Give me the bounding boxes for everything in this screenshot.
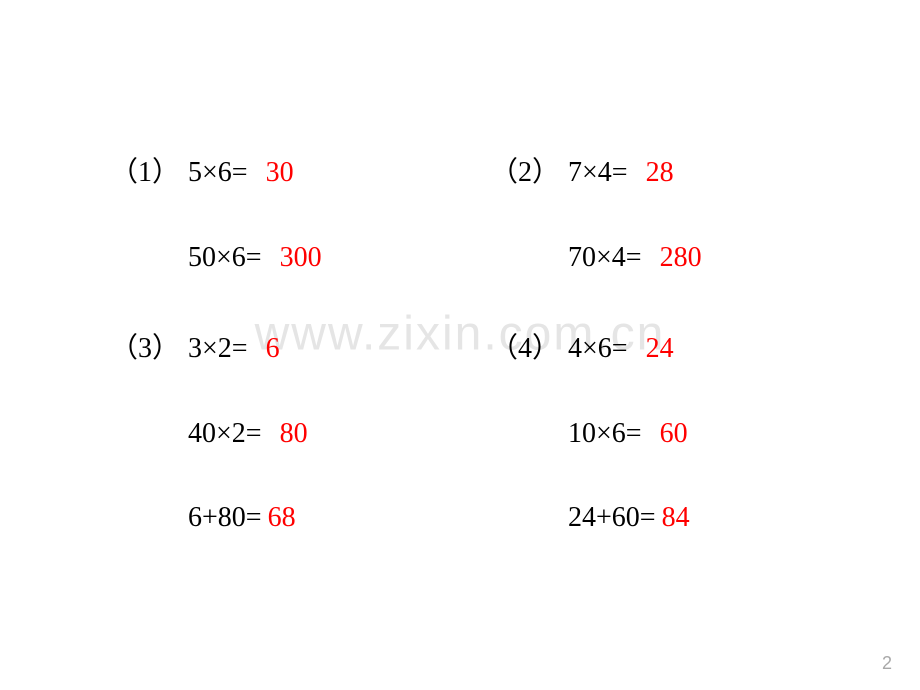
equation-cell: 10×6= 60: [490, 418, 830, 450]
answer: 6: [266, 333, 280, 365]
equation-cell: 40×2= 80: [110, 418, 490, 450]
equation-cell: （4） 4×6= 24: [490, 326, 830, 366]
equation-cell: （1） 5×6= 30: [110, 150, 490, 190]
equation-row: 6+80= 68 24+60= 84: [110, 502, 920, 534]
expression: 70×4=: [568, 242, 642, 274]
equation-row: 50×6= 300 70×4= 280: [110, 242, 920, 274]
equation-cell: （2） 7×4= 28: [490, 150, 830, 190]
expression: 4×6=: [568, 333, 628, 365]
group-label: （2）: [490, 150, 568, 190]
answer: 300: [280, 242, 322, 274]
equation-row: （1） 5×6= 30 （2） 7×4= 28: [110, 150, 920, 190]
expression: 6+80=: [188, 502, 262, 534]
answer: 30: [266, 157, 294, 189]
expression: 40×2=: [188, 418, 262, 450]
answer: 80: [280, 418, 308, 450]
equations-content: （1） 5×6= 30 （2） 7×4= 28 50×6= 300 70×4=: [0, 0, 920, 534]
expression: 7×4=: [568, 157, 628, 189]
expression: 5×6=: [188, 157, 248, 189]
expression: 50×6=: [188, 242, 262, 274]
equation-cell: 6+80= 68: [110, 502, 490, 534]
equation-row: （3） 3×2= 6 （4） 4×6= 24: [110, 326, 920, 366]
answer: 24: [646, 333, 674, 365]
expression: 3×2=: [188, 333, 248, 365]
page-number: 2: [882, 653, 892, 674]
expression: 10×6=: [568, 418, 642, 450]
answer: 280: [660, 242, 702, 274]
group-label: （3）: [110, 326, 188, 366]
answer: 60: [660, 418, 688, 450]
equation-row: 40×2= 80 10×6= 60: [110, 418, 920, 450]
expression: 24+60=: [568, 502, 656, 534]
equation-cell: 50×6= 300: [110, 242, 490, 274]
answer: 68: [268, 502, 296, 534]
answer: 28: [646, 157, 674, 189]
group-label: （1）: [110, 150, 188, 190]
equation-cell: 24+60= 84: [490, 502, 830, 534]
answer: 84: [662, 502, 690, 534]
equation-cell: 70×4= 280: [490, 242, 830, 274]
equation-cell: （3） 3×2= 6: [110, 326, 490, 366]
group-label: （4）: [490, 326, 568, 366]
